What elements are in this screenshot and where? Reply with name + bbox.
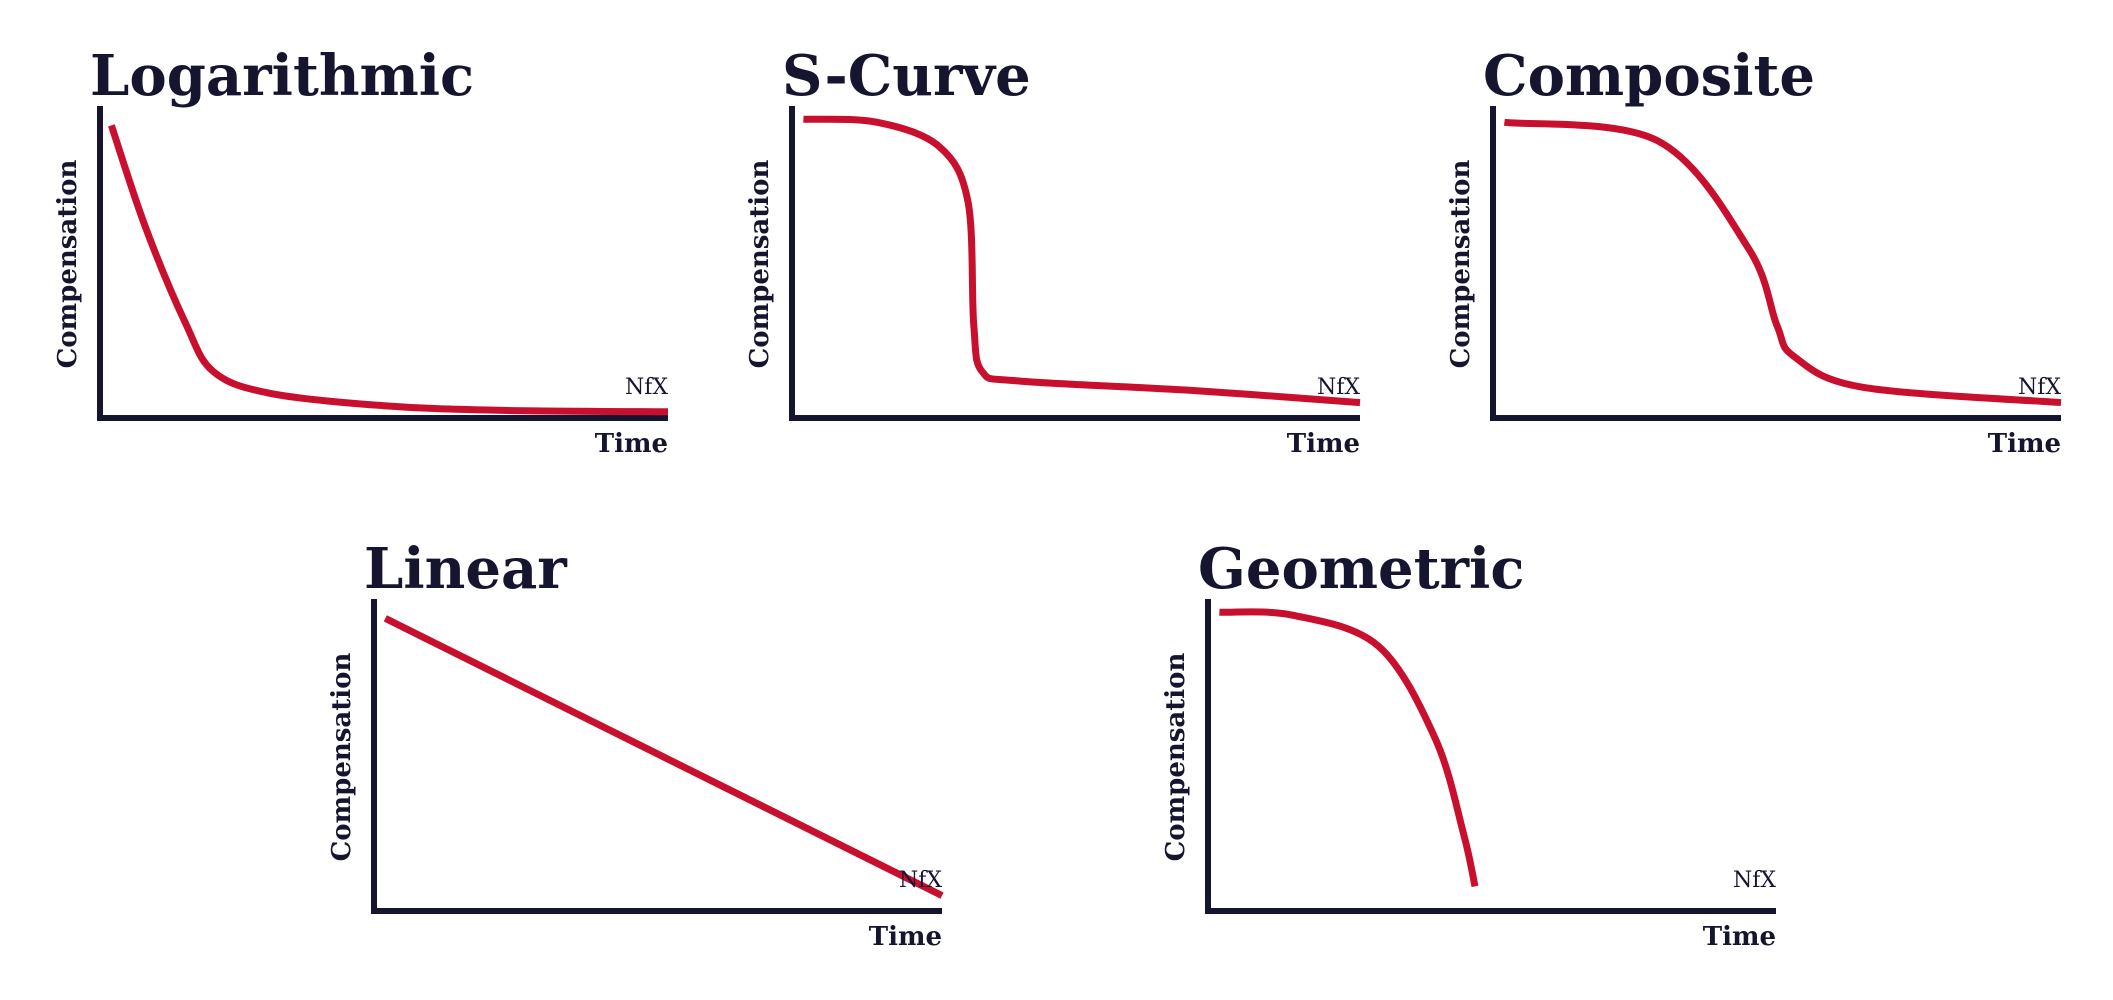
axes xyxy=(371,599,942,914)
nfx-watermark: NfX xyxy=(899,868,942,893)
x-axis-label: Time xyxy=(1703,922,1776,952)
chart-panel-composite: Composite Compensation Time NfX xyxy=(1446,43,2083,488)
chart-title: Composite xyxy=(1483,43,1815,109)
chart-svg: Compensation Time NfX xyxy=(1161,599,1776,952)
x-axis-label: Time xyxy=(869,922,942,952)
chart-title: S-Curve xyxy=(782,43,1031,109)
chart-panel-geometric: Geometric Compensation Time NfX xyxy=(1161,536,1798,981)
x-axis-label: Time xyxy=(1287,429,1360,459)
nfx-watermark: NfX xyxy=(1733,868,1776,893)
axes xyxy=(97,106,668,421)
x-axis-label: Time xyxy=(595,429,668,459)
chart-panel-s-curve: S-Curve Compensation Time NfX xyxy=(745,43,1382,488)
y-axis-label: Compensation xyxy=(1446,160,1476,369)
chart-panel-linear: Linear Compensation Time NfX xyxy=(327,536,964,981)
series-line xyxy=(1503,118,2062,407)
axes xyxy=(1205,599,1776,914)
y-axis-label: Compensation xyxy=(1161,653,1191,862)
chart-svg: Compensation Time NfX xyxy=(1446,106,2062,459)
series-line xyxy=(1219,608,1479,888)
x-axis-label: Time xyxy=(1988,429,2061,459)
axes xyxy=(789,106,1360,421)
chart-panel-logarithmic: Logarithmic Compensation Time NfX xyxy=(53,43,690,488)
y-axis-label: Compensation xyxy=(327,653,357,862)
chart-svg: Compensation Time NfX xyxy=(327,599,944,952)
nfx-watermark: NfX xyxy=(1317,375,1360,400)
nfx-watermark: NfX xyxy=(625,375,668,400)
y-axis-label: Compensation xyxy=(53,160,83,369)
chart-title: Linear xyxy=(364,536,567,602)
series-line xyxy=(108,124,669,416)
chart-svg: Compensation Time NfX xyxy=(745,106,1361,459)
axes xyxy=(1490,106,2061,421)
nfx-watermark: NfX xyxy=(2018,375,2061,400)
chart-title: Geometric xyxy=(1198,536,1525,602)
series-line xyxy=(383,615,944,899)
chart-svg: Compensation Time NfX xyxy=(53,106,669,459)
y-axis-label: Compensation xyxy=(745,160,775,369)
series-line xyxy=(803,115,1361,407)
chart-title: Logarithmic xyxy=(90,43,475,109)
